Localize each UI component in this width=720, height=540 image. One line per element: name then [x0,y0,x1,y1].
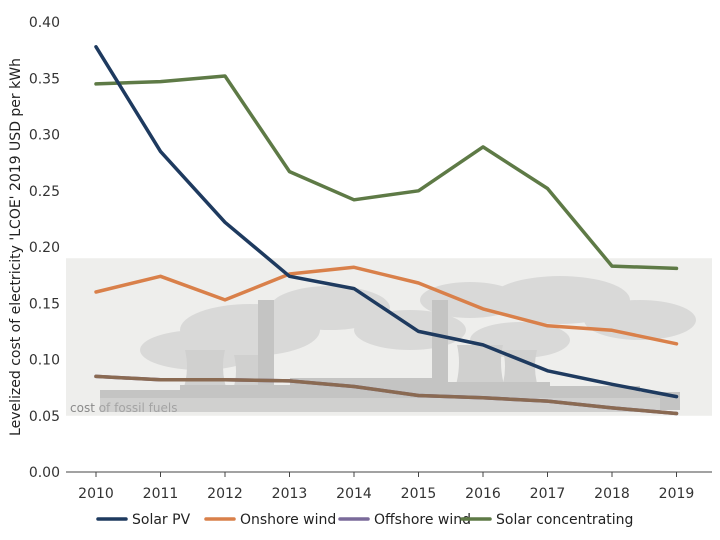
x-tick-label: 2016 [465,486,501,502]
y-tick-label: 0.40 [29,15,60,31]
y-tick-label: 0.30 [29,128,60,144]
y-tick-label: 0.25 [29,184,60,200]
chimney [258,300,274,400]
axes: 0.00 0.05 0.10 0.15 0.20 0.25 0.30 0.35 0.40 2010… [8,15,712,502]
series-solar-pv [94,45,679,399]
legend: Solar PV Onshore wind Offshore wind Solar c… [96,512,633,528]
x-tick-label: 2018 [594,486,630,502]
chimney [432,300,448,400]
y-tick-label: 0.20 [29,240,60,256]
x-tick-label: 2013 [272,486,308,502]
x-tick-label: 2014 [336,486,372,502]
series-solar-concentrating [94,74,679,271]
y-axis-label: Levelized cost of electricity 'LCOE' 201… [8,58,24,436]
series-overlay-line [94,374,679,416]
y-tick-label: 0.10 [29,353,60,369]
series-onshore-wind [94,265,679,346]
x-tick-label: 2017 [530,486,566,502]
smoke-cloud [584,300,696,340]
y-tick-label: 0.05 [29,409,60,425]
x-tick-label: 2010 [78,486,114,502]
smoke-cloud [270,286,390,330]
ground-haze [100,398,660,412]
y-tick-label: 0.35 [29,71,60,87]
series-layer [94,45,679,416]
legend-label: Onshore wind [240,512,336,528]
y-tick-label: 0.15 [29,296,60,312]
legend-label: Solar PV [132,512,191,528]
legend-label: Offshore wind [374,512,471,528]
x-tick-label: 2019 [659,486,695,502]
x-tick-label: 2012 [207,486,243,502]
legend-label: Solar concentrating [496,512,633,528]
y-tick-label: 0.00 [29,465,60,481]
x-tick-label: 2011 [143,486,179,502]
x-tick-label: 2015 [401,486,437,502]
